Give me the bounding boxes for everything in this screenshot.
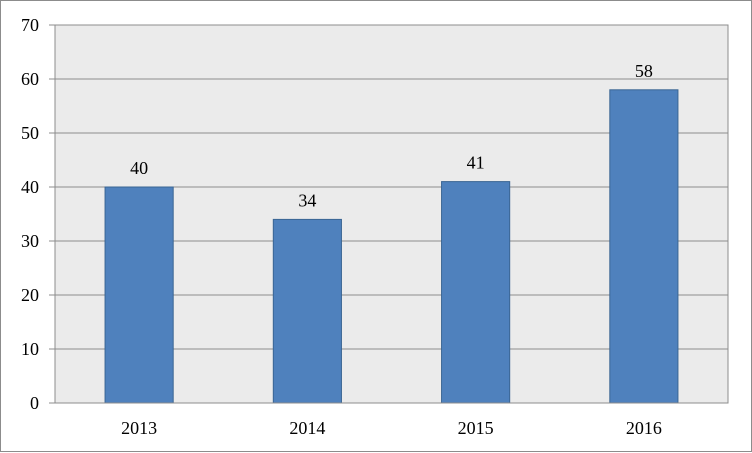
y-tick-label: 70 xyxy=(21,15,39,35)
y-tick-label: 20 xyxy=(21,285,39,305)
bars xyxy=(104,89,679,404)
x-tick-label: 2014 xyxy=(289,418,325,438)
data-label-2015: 41 xyxy=(467,153,485,173)
x-tick-label: 2015 xyxy=(458,418,494,438)
x-axis: 2013 2014 2015 2016 xyxy=(55,402,728,438)
y-axis: 0 10 20 30 40 50 60 70 xyxy=(21,15,56,413)
bar-2015 xyxy=(441,181,511,404)
bar-2016 xyxy=(609,89,679,404)
y-tick-label: 40 xyxy=(21,177,39,197)
data-label-2013: 40 xyxy=(130,158,148,178)
data-label-2016: 58 xyxy=(635,61,653,81)
y-tick-label: 50 xyxy=(21,123,39,143)
bar-2014 xyxy=(272,218,342,404)
y-tick-label: 60 xyxy=(21,69,39,89)
x-tick-label: 2016 xyxy=(626,418,662,438)
bar-2013 xyxy=(104,186,174,404)
data-label-2014: 34 xyxy=(298,190,316,210)
data-labels: 40 34 41 58 xyxy=(130,61,653,211)
y-tick-label: 30 xyxy=(21,231,39,251)
x-tick-label: 2013 xyxy=(121,418,157,438)
y-tick-label: 10 xyxy=(21,339,39,359)
y-tick-label: 0 xyxy=(30,393,39,413)
